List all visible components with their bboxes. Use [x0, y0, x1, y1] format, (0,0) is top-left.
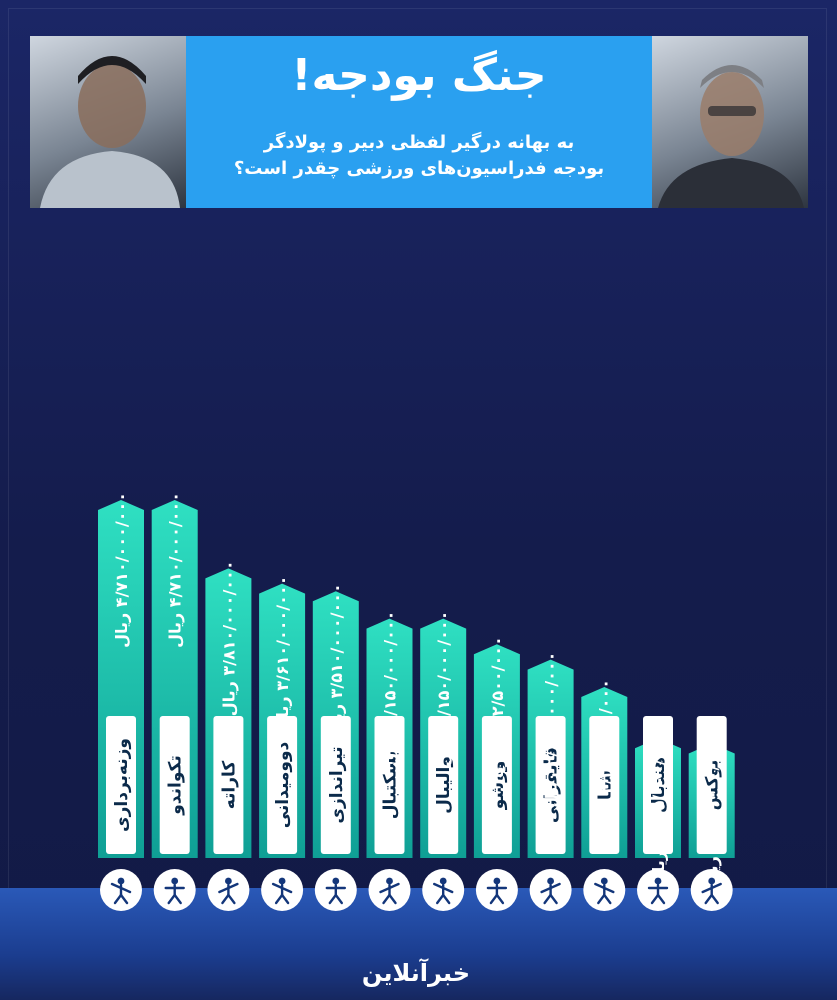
- value-label: ۳/۱۵۰/۰۰۰/۰۰۰ ریال: [434, 611, 453, 767]
- category-label-box: [267, 716, 298, 854]
- category-label-box: [106, 716, 136, 854]
- site-logo-text: خبرآنلاین: [361, 959, 470, 987]
- category-label: تکواندو: [166, 755, 186, 816]
- subtitle-line-2: بودجه فدراسیون‌های ورزشی چقدر است؟: [233, 158, 605, 179]
- volleyball-icon: [433, 877, 454, 905]
- archery-icon: [325, 877, 346, 905]
- category-label: ووشو: [488, 761, 508, 811]
- category-label: بوکس: [703, 760, 723, 811]
- page-subtitle: به بهانه درگیر لفظی دبیر و پولادگر بودجه…: [186, 130, 652, 182]
- value-label: ۲/۲۵۰/۰۰۰/۰۰۰ ریال: [595, 679, 614, 835]
- weightlifting-icon: [110, 877, 132, 905]
- value-label: ۱/۵۰۷/۰۰۰/۰۰۰ ریال: [703, 735, 722, 891]
- value-label: ۳/۱۵۰/۰۰۰/۰۰۰ ریال: [381, 611, 400, 767]
- rowing-icon: [540, 877, 561, 905]
- category-label-box: [696, 716, 727, 854]
- value-label: ۳/۵۱۰/۰۰۰/۰۰۰ ریال: [327, 583, 346, 739]
- boxing-icon: [701, 877, 722, 905]
- handball-icon: [647, 877, 669, 905]
- value-label: ۳/۶۱۰/۰۰۰/۰۰۰ ریال: [273, 576, 292, 732]
- category-label-box: [213, 716, 244, 854]
- site-logo: خبرآنلاین: [361, 954, 470, 992]
- category-label: شنا: [595, 770, 615, 800]
- bottom-band: [0, 888, 837, 1000]
- right-portrait-figure: [658, 65, 804, 208]
- category-label: هندبال: [649, 757, 669, 813]
- right-portrait: [652, 36, 808, 208]
- value-label: ۲/۶۱۰/۰۰۰/۰۰۰ ریال: [542, 652, 561, 808]
- value-label: ۳/۸۱۰/۰۰۰/۰۰۰ ریال: [219, 560, 238, 716]
- value-label: ۴/۷۱۰/۰۰۰/۰۰۰ ریال: [112, 492, 131, 648]
- category-label-box: [374, 716, 405, 854]
- value-label: ۱/۵۷۵/۰۰۰/۰۰۰ ریال: [649, 730, 668, 886]
- category-label: والیبال: [434, 756, 454, 814]
- left-portrait-figure: [40, 56, 180, 208]
- karate-icon: [218, 877, 239, 905]
- category-label: بسکتبال: [381, 751, 401, 820]
- taekwondo-icon: [164, 877, 185, 905]
- category-label-box: [589, 716, 620, 854]
- value-label: ۲/۸۱۲/۵۰۰/۰۰۰ ریال: [488, 636, 507, 792]
- category-label: تیراندازی: [327, 746, 347, 823]
- value-label: ۴/۷۱۰/۰۰۰/۰۰۰ ریال: [166, 492, 185, 648]
- category-label: کاراته: [219, 761, 239, 810]
- swimming-icon: [594, 877, 615, 905]
- page-title: جنگ بودجه!: [291, 50, 547, 101]
- category-label-box: [428, 716, 459, 854]
- category-label: وزنه‌برداری: [112, 738, 132, 832]
- category-label-box: [643, 716, 673, 854]
- category-label: قایقرانی: [542, 747, 562, 823]
- athletics-icon: [271, 877, 293, 905]
- category-label-box: [481, 716, 512, 854]
- wushu-icon: [486, 877, 508, 905]
- category-label-box: [320, 716, 351, 854]
- left-portrait: [30, 36, 186, 208]
- basketball-icon: [379, 877, 400, 905]
- category-label-box: [535, 716, 566, 854]
- subtitle-line-1: به بهانه درگیر لفظی دبیر و پولادگر: [263, 132, 575, 153]
- category-label: دوومیدانی: [273, 741, 293, 828]
- category-label-box: [159, 716, 190, 854]
